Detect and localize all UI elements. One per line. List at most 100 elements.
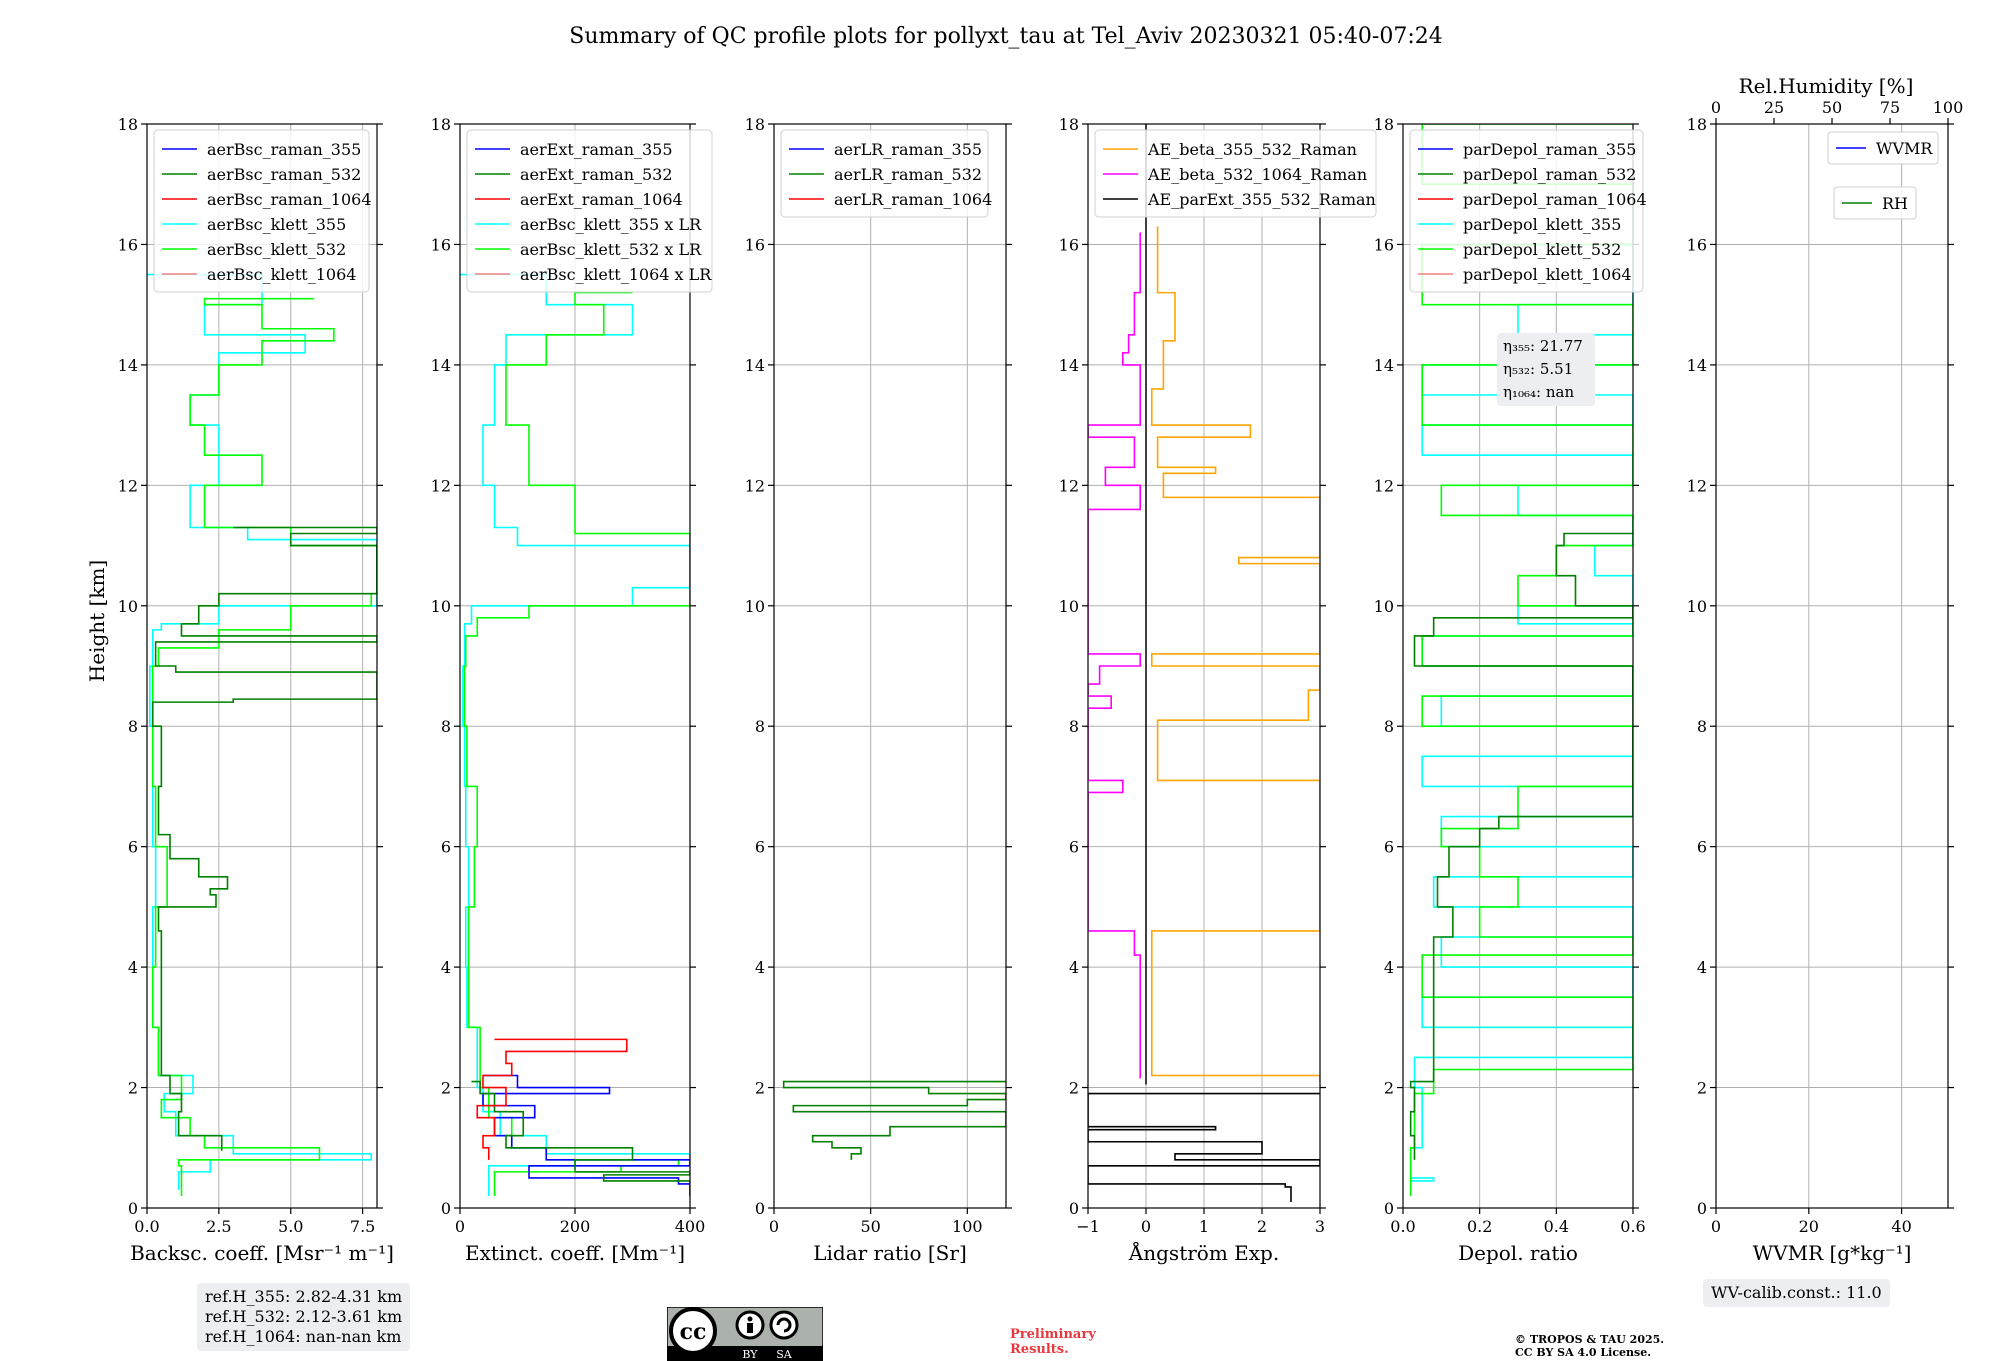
- y-tick-label: 18: [431, 115, 451, 134]
- preliminary-line-2: Results.: [1010, 1342, 1069, 1357]
- copyright-line-2: CC BY SA 4.0 License.: [1515, 1346, 1652, 1359]
- y-tick-label: 2: [1069, 1079, 1079, 1098]
- legend-label: parDepol_klett_355: [1463, 215, 1621, 234]
- x-tick-label: 2.5: [206, 1217, 231, 1236]
- y-tick-label: 4: [755, 958, 765, 977]
- x-tick-label: 0.6: [1620, 1217, 1645, 1236]
- y-axis-label: Height [km]: [85, 560, 109, 682]
- cc-by-sa-logo: cc BY SA: [667, 1307, 823, 1361]
- preliminary-note: Preliminary Results.: [1010, 1327, 1096, 1357]
- series-line-aerBsc_raman_532: [151, 526, 377, 1151]
- legend-label: aerExt_raman_355: [520, 140, 673, 159]
- legend-label: parDepol_klett_532: [1463, 240, 1621, 259]
- y-tick-label: 6: [1069, 838, 1079, 857]
- x-tick-label: 0: [1141, 1217, 1151, 1236]
- series-line-AE_parExt_355_532_Raman: [1088, 1092, 1320, 1202]
- y-tick-label: 12: [1374, 476, 1394, 495]
- x-axis-label: Depol. ratio: [1458, 1241, 1578, 1265]
- legend-label: AE_beta_355_532_Raman: [1147, 140, 1357, 159]
- x-axis-label: WVMR [g*kg⁻¹]: [1753, 1241, 1912, 1265]
- series-group: [147, 273, 377, 1196]
- series-group: [1088, 226, 1320, 1202]
- axes-frame: [773, 123, 1007, 1209]
- y-tick-label: 8: [1384, 717, 1394, 736]
- preliminary-line-1: Preliminary: [1010, 1327, 1096, 1342]
- y-tick-label: 18: [1059, 115, 1079, 134]
- y-tick-label: 0: [1069, 1199, 1079, 1218]
- cc-sa-text: SA: [776, 1348, 793, 1361]
- x-tick-label: 5.0: [278, 1217, 303, 1236]
- legend-label: AE_parExt_355_532_Raman: [1147, 190, 1376, 209]
- top-x-tick-label: 25: [1764, 98, 1784, 117]
- y-tick-label: 2: [441, 1079, 451, 1098]
- series-line-AE_beta_355_532_Raman: [1151, 226, 1320, 1082]
- panel-bsc: 0 2 4 6 8 10 12 14 16 18 0.0 2.5 5.0 7.5 Backsc. coeff…: [118, 115, 394, 1265]
- y-tick-label: 14: [745, 356, 765, 375]
- legend-label: aerBsc_klett_532: [207, 240, 346, 259]
- x-axis-label: Lidar ratio [Sr]: [813, 1241, 967, 1265]
- series-group: [460, 273, 690, 1196]
- figure-title: Summary of QC profile plots for pollyxt_…: [569, 24, 1442, 49]
- legend-label: aerBsc_klett_1064 x LR: [520, 265, 712, 284]
- ref-height-532: ref.H_532: 2.12-3.61 km: [205, 1307, 403, 1326]
- y-tick-label: 4: [441, 958, 451, 977]
- x-tick-label: 3: [1315, 1217, 1325, 1236]
- y-tick-label: 8: [1069, 717, 1079, 736]
- y-tick-label: 0: [1697, 1199, 1707, 1218]
- sa-icon: [769, 1310, 799, 1340]
- series-line-AE_beta_532_1064_Raman: [1088, 232, 1141, 1079]
- x-tick-label: 0: [769, 1217, 779, 1236]
- series-line-parDepol_klett_532: [1409, 124, 1633, 1196]
- legend-label: WVMR: [1876, 139, 1933, 158]
- x-axis-label: Ångström Exp.: [1128, 1240, 1279, 1265]
- legend-label: parDepol_klett_1064: [1463, 265, 1632, 284]
- y-tick-label: 4: [128, 958, 138, 977]
- legend-box: [1833, 186, 1917, 220]
- y-tick-label: 14: [118, 356, 138, 375]
- series-line-aerBsc_klett_532: [151, 297, 377, 1196]
- y-tick-label: 18: [118, 115, 138, 134]
- series-line-parDepol_raman_532: [1409, 532, 1633, 1160]
- top-x-tick-label: 0: [1711, 98, 1721, 117]
- y-tick-label: 8: [755, 717, 765, 736]
- wv-calib-text: WV-calib.const.: 11.0: [1711, 1283, 1882, 1302]
- cc-by-text: BY: [742, 1348, 758, 1361]
- y-tick-label: 0: [755, 1199, 765, 1218]
- series-line-aerExt_raman_1064: [476, 1038, 628, 1160]
- legend-box: [1827, 131, 1939, 165]
- y-tick-label: 14: [1059, 356, 1079, 375]
- legend-box: [780, 129, 989, 218]
- y-tick-label: 18: [745, 115, 765, 134]
- y-tick-label: 4: [1697, 958, 1707, 977]
- axes-frame: [1402, 123, 1634, 1209]
- y-tick-label: 14: [1687, 356, 1707, 375]
- cc-text: cc: [680, 1319, 707, 1345]
- legend-box: [153, 129, 370, 293]
- x-axis-label: Extinct. coeff. [Mm⁻¹]: [465, 1241, 685, 1265]
- y-tick-label: 14: [1374, 356, 1394, 375]
- x-tick-label: 40: [1891, 1217, 1911, 1236]
- x-tick-label: 100: [952, 1217, 983, 1236]
- y-tick-label: 2: [755, 1079, 765, 1098]
- axes-frame: [1715, 123, 1949, 1209]
- legend-label: aerBsc_klett_355: [207, 215, 346, 234]
- x-tick-label: 50: [860, 1217, 880, 1236]
- copyright-note: © TROPOS & TAU 2025. CC BY SA 4.0 Licens…: [1515, 1333, 1664, 1359]
- series-line-aerBsc_klett_355: [147, 273, 377, 1190]
- legend-label: aerLR_raman_1064: [834, 190, 992, 209]
- y-tick-label: 16: [118, 235, 138, 254]
- y-tick-label: 10: [1374, 597, 1394, 616]
- axes-frame: [146, 123, 378, 1209]
- y-tick-label: 12: [431, 476, 451, 495]
- x-tick-label: 0.0: [134, 1217, 159, 1236]
- series-line-aerBsc_klett_532 x LR: [463, 291, 690, 1196]
- y-tick-label: 2: [1697, 1079, 1707, 1098]
- eta-532: η₅₃₂: 5.51: [1503, 360, 1574, 378]
- rh-axis-label: Rel.Humidity [%]: [1739, 74, 1914, 98]
- ref-height-1064: ref.H_1064: nan-nan km: [205, 1327, 402, 1346]
- y-tick-label: 4: [1384, 958, 1394, 977]
- y-tick-label: 16: [1059, 235, 1079, 254]
- x-tick-label: 7.5: [350, 1217, 375, 1236]
- y-tick-label: 10: [1687, 597, 1707, 616]
- legend-box: [466, 129, 713, 293]
